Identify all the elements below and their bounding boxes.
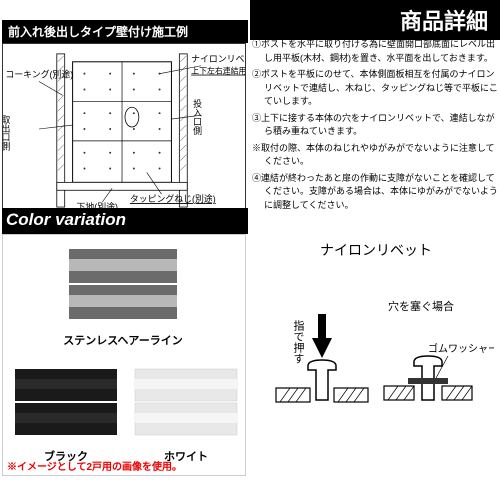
label-screw: タッピングねじ(別途): [130, 193, 216, 204]
diagram-svg: コーキング(別途) ナイロンリベット 上下左右連結用 取出口側 投入口側 タッピ…: [3, 44, 245, 212]
instructions-list: ①ポストを水平に取り付ける為に壁面開口部底面にレベル出し用平板(木材、鋼材)を置…: [252, 38, 498, 215]
mailbox-white-icon: [131, 365, 241, 441]
label-inlet: 投入口側: [192, 98, 202, 135]
product-steel: ステンレスヘアーライン: [63, 243, 183, 348]
label-caulking: コーキング(別途): [5, 69, 73, 80]
header-title: 商品詳細: [400, 9, 488, 34]
instruction-item: ※取付の際、本体のねじれやゆがみがでないように注意してください。: [252, 142, 498, 169]
rivet-press-label: 指で押す: [292, 319, 305, 364]
rivet-diagram: 指で押す 穴を塞ぐ場合 ゴムワッシャー: [258, 270, 494, 480]
instruction-item: ③上下に接する本体の穴をナイロンリベットで、連結しながら積み重ねていきます。: [252, 112, 498, 139]
product-steel-label: ステンレスヘアーライン: [63, 332, 183, 348]
instruction-item: ②ポストを平板にのせて、本体側面板相互を付属のナイロンリベットで連結し、木ねじ、…: [252, 68, 498, 109]
diagram-title: 前入れ後出しタイプ壁付け施工例: [2, 20, 248, 43]
rivet-title: ナイロンリベット: [258, 240, 494, 260]
label-rivet-sub: 上下左右連結用: [191, 66, 245, 76]
rivet-section: ナイロンリベット 指で押す 穴を塞ぐ場合 ゴムワッシャー: [258, 240, 494, 485]
color-variation-header: Color variation: [2, 208, 248, 234]
label-outlet: 取出口側: [3, 115, 10, 151]
mailbox-black-icon: [11, 365, 121, 441]
color-variation-section: Color variation ステンレスヘアーライン ブラック: [2, 208, 248, 476]
product-white: ホワイト: [131, 365, 241, 464]
color-variation-grid: ステンレスヘアーライン ブラック ホワイト ※イメージとして2戸用の画像を使用。: [2, 234, 246, 476]
color-disclaimer: ※イメージとして2戸用の画像を使用。: [7, 458, 182, 473]
label-rivet: ナイロンリベット: [191, 54, 245, 64]
mailbox-steel-icon: [63, 243, 183, 325]
instruction-item: ④連結が終わったあと扉の作動に支障がないことを確認してください。支障がある場合は…: [252, 172, 498, 213]
instruction-item: ①ポストを水平に取り付ける為に壁面開口部底面にレベル出し用平板(木材、鋼材)を置…: [252, 38, 498, 65]
color-variation-title: Color variation: [6, 210, 126, 230]
installation-diagram-section: 前入れ後出しタイプ壁付け施工例: [2, 20, 248, 213]
installation-diagram: コーキング(別途) ナイロンリベット 上下左右連結用 取出口側 投入口側 タッピ…: [2, 43, 246, 213]
page-header: 商品詳細: [250, 0, 500, 40]
rivet-washer-label: ゴムワッシャー: [428, 342, 494, 355]
product-black: ブラック: [11, 365, 121, 464]
rivet-hole-label: 穴を塞ぐ場合: [388, 299, 454, 313]
